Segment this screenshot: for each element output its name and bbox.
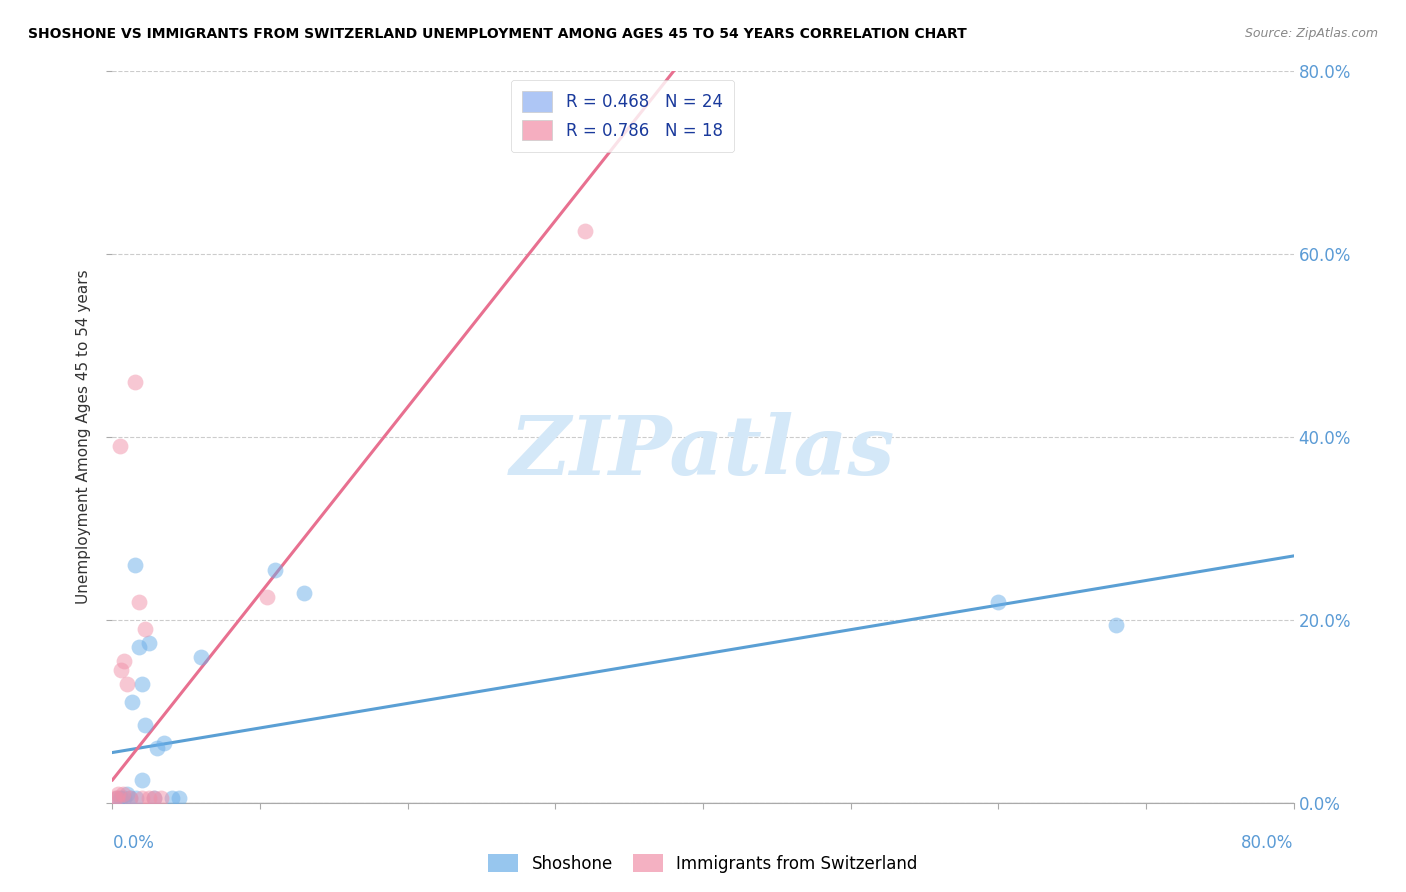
Point	[131, 772, 153, 787]
Point	[107, 787, 129, 801]
Point	[112, 791, 135, 805]
Y-axis label: Unemployment Among Ages 45 to 54 years: Unemployment Among Ages 45 to 54 years	[76, 269, 91, 605]
Point	[987, 594, 1010, 608]
Point	[256, 590, 278, 604]
Point	[150, 791, 173, 805]
Legend: Shoshone, Immigrants from Switzerland: Shoshone, Immigrants from Switzerland	[482, 847, 924, 880]
Legend: R = 0.468   N = 24, R = 0.786   N = 18: R = 0.468 N = 24, R = 0.786 N = 18	[510, 79, 734, 152]
Point	[105, 791, 128, 805]
Point	[138, 636, 160, 650]
Point	[1105, 617, 1128, 632]
Point	[120, 791, 142, 805]
Point	[292, 585, 315, 599]
Point	[134, 622, 156, 636]
Point	[128, 640, 150, 655]
Point	[112, 654, 135, 668]
Point	[264, 563, 287, 577]
Point	[124, 558, 146, 573]
Point	[142, 791, 165, 805]
Text: Source: ZipAtlas.com: Source: ZipAtlas.com	[1244, 27, 1378, 40]
Point	[146, 740, 169, 755]
Point	[167, 791, 190, 805]
Point	[190, 649, 212, 664]
Point	[125, 791, 148, 805]
Point	[121, 695, 143, 709]
Point	[142, 791, 165, 805]
Point	[160, 791, 183, 805]
Text: SHOSHONE VS IMMIGRANTS FROM SWITZERLAND UNEMPLOYMENT AMONG AGES 45 TO 54 YEARS C: SHOSHONE VS IMMIGRANTS FROM SWITZERLAND …	[28, 27, 967, 41]
Point	[574, 224, 596, 238]
Point	[131, 677, 153, 691]
Point	[131, 791, 153, 805]
Point	[108, 791, 131, 805]
Point	[128, 594, 150, 608]
Point	[124, 376, 146, 390]
Point	[108, 439, 131, 453]
Point	[111, 787, 134, 801]
Point	[117, 787, 138, 801]
Point	[153, 736, 176, 750]
Point	[117, 677, 138, 691]
Point	[105, 791, 128, 805]
Text: 0.0%: 0.0%	[112, 834, 155, 852]
Point	[110, 791, 132, 805]
Point	[138, 791, 160, 805]
Point	[110, 663, 132, 677]
Point	[104, 791, 127, 805]
Point	[134, 718, 156, 732]
Text: ZIPatlas: ZIPatlas	[510, 412, 896, 491]
Text: 80.0%: 80.0%	[1241, 834, 1294, 852]
Point	[120, 791, 142, 805]
